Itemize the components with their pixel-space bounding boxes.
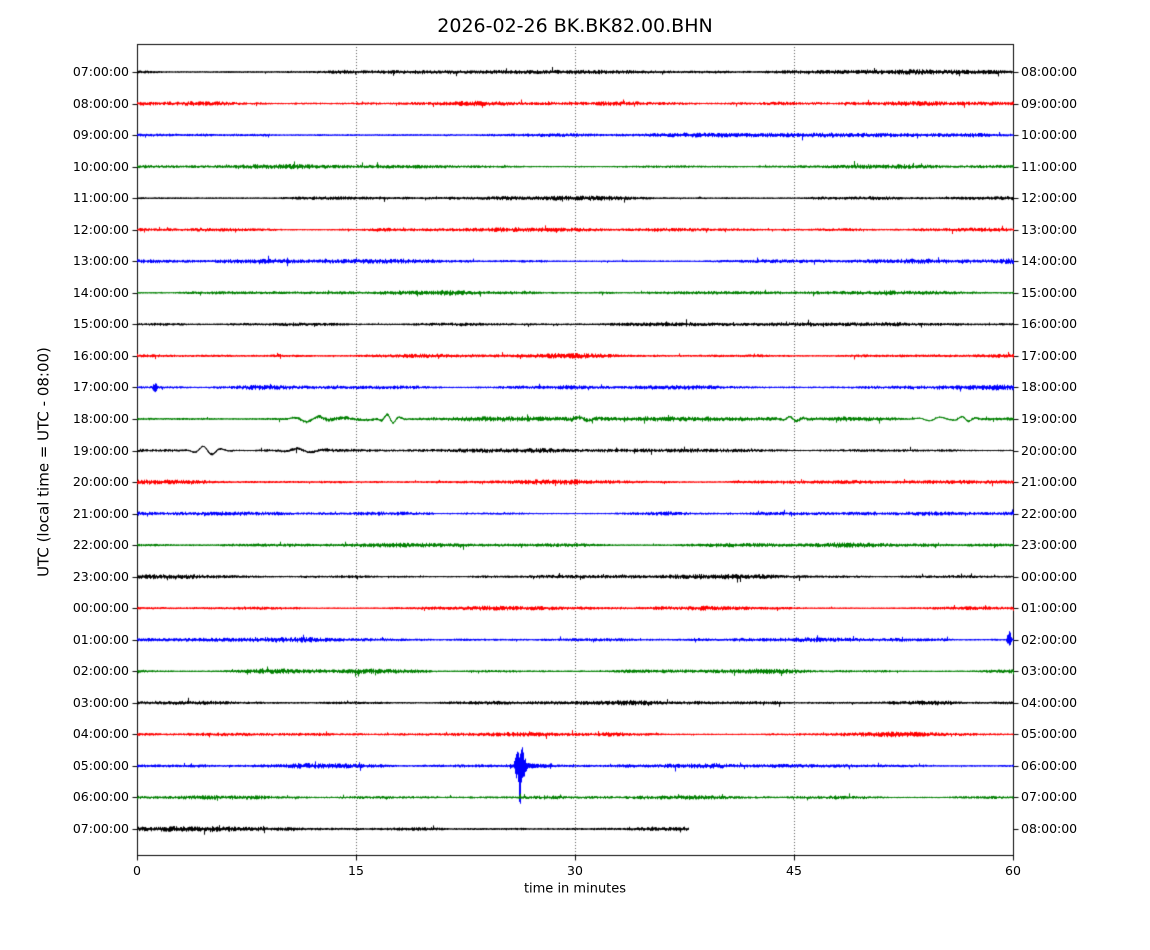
x-tick-label: 45 [786,863,802,878]
utc-right-label: 03:00:00 [1021,663,1078,679]
x-axis-label: time in minutes [523,881,627,897]
utc-left-label: 05:00:00 [72,757,129,773]
x-tick-label: 30 [567,863,583,878]
utc-left-label: 21:00:00 [72,505,129,521]
utc-right-label: 01:00:00 [1021,600,1078,616]
utc-left-label: 07:00:00 [72,64,129,79]
utc-left-label: 01:00:00 [72,631,129,647]
utc-left-label: 23:00:00 [72,568,129,584]
chart-title: 2026-02-26 BK.BK82.00.BHN [437,15,713,37]
utc-right-label: 00:00:00 [1021,568,1078,584]
utc-right-label: 05:00:00 [1021,726,1078,742]
utc-left-label: 19:00:00 [72,442,129,458]
utc-left-label: 11:00:00 [72,190,129,206]
utc-left-label: 22:00:00 [72,537,129,553]
utc-left-label: 08:00:00 [72,95,129,111]
y-axis-label: UTC (local time = UTC - 08:00) [34,347,53,577]
utc-left-label: 20:00:00 [72,474,129,490]
utc-left-label: 14:00:00 [72,284,129,300]
x-tick-label: 0 [133,863,141,878]
x-tick-label: 15 [348,863,364,878]
utc-right-label: 09:00:00 [1021,95,1078,111]
utc-right-label: 21:00:00 [1021,474,1078,490]
utc-left-label: 09:00:00 [72,127,129,143]
utc-right-label: 04:00:00 [1021,694,1078,710]
utc-left-label: 06:00:00 [72,789,129,805]
utc-right-label: 06:00:00 [1021,757,1078,773]
utc-right-label: 13:00:00 [1021,221,1078,237]
utc-left-label: 03:00:00 [72,694,129,710]
utc-right-label: 02:00:00 [1021,631,1078,647]
utc-right-label: 08:00:00 [1021,821,1078,836]
utc-right-label: 14:00:00 [1021,253,1078,269]
utc-right-label: 20:00:00 [1021,442,1078,458]
utc-right-label: 19:00:00 [1021,410,1078,426]
utc-right-label: 17:00:00 [1021,347,1078,363]
utc-right-label: 12:00:00 [1021,190,1078,206]
utc-left-label: 13:00:00 [72,253,129,269]
utc-right-label: 11:00:00 [1021,158,1078,174]
utc-left-label: 12:00:00 [72,221,129,237]
x-tick-label: 60 [1005,863,1021,878]
utc-right-label: 10:00:00 [1021,127,1078,143]
utc-left-label: 00:00:00 [72,600,129,616]
utc-right-label: 08:00:00 [1021,64,1078,79]
utc-left-label: 02:00:00 [72,663,129,679]
utc-right-label: 07:00:00 [1021,789,1078,805]
utc-left-label: 16:00:00 [72,347,129,363]
utc-left-label: 04:00:00 [72,726,129,742]
utc-right-label: 16:00:00 [1021,316,1078,332]
utc-left-label: 18:00:00 [72,410,129,426]
utc-right-label: 23:00:00 [1021,537,1078,553]
utc-left-label: 07:00:00 [72,821,129,836]
utc-left-label: 17:00:00 [72,379,129,395]
utc-right-label: 15:00:00 [1021,284,1078,300]
utc-right-label: 22:00:00 [1021,505,1078,521]
utc-right-label: 18:00:00 [1021,379,1078,395]
utc-left-label: 15:00:00 [72,316,129,332]
utc-left-label: 10:00:00 [72,158,129,174]
